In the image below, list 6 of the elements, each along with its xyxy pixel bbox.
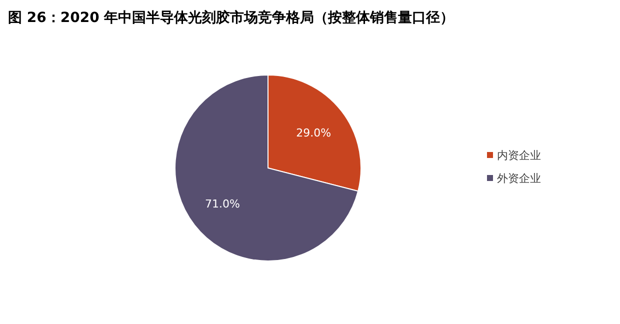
chart-title: 图 26：2020 年中国半导体光刻胶市场竞争格局（按整体销售量口径）	[8, 9, 454, 26]
legend-label: 外资企业	[497, 172, 541, 185]
data-label: 29.0%	[296, 126, 332, 140]
legend-label: 内资企业	[497, 149, 541, 162]
data-label: 71.0%	[204, 197, 240, 210]
pie-slice	[174, 74, 359, 262]
